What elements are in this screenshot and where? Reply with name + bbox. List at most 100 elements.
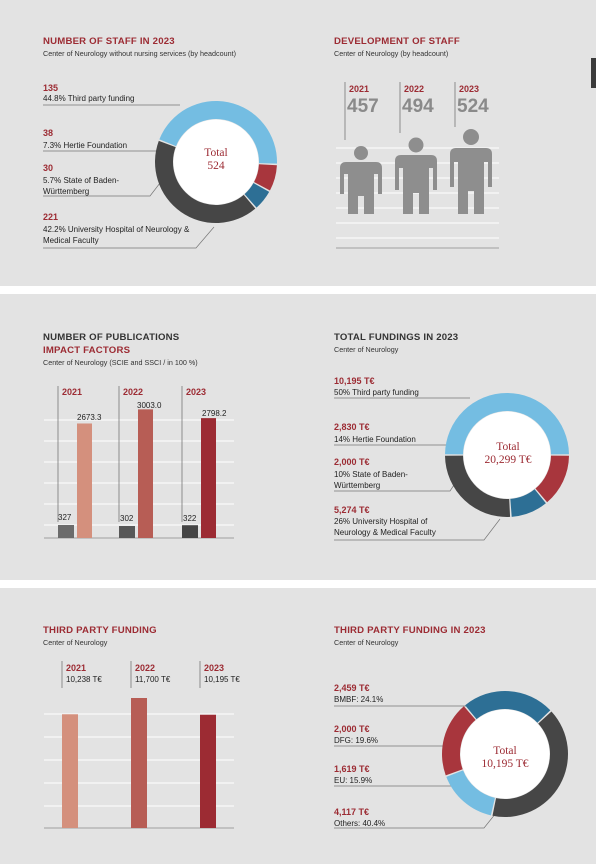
tp23-slice-1 [492,711,568,817]
tp23-total-value: 10,195 T€ [481,758,529,770]
publications-label-2021-impact: 2673.3 [77,413,102,422]
publications-title: NUMBER OF PUBLICATIONS [43,332,180,343]
fundings-donut-center: Total 20,299 T€ [468,441,548,467]
fundings-value-state: 2,000 T€ [334,457,370,467]
fundings-title: TOTAL FUNDINGS IN 2023 [334,332,459,343]
development-year-rules [344,82,456,140]
fundings-label-hertie: 14% Hertie Foundation [334,435,416,444]
third-party-year-2022: 2022 [135,663,156,673]
publications-subtitle: Center of Neurology (SCIE and SSCI / in … [43,358,198,367]
tp-bar-2022 [131,698,147,828]
staff-hole [173,119,259,205]
fundings-slice-0 [445,392,569,455]
publications-label-2023-count: 322 [183,514,197,523]
publications-bar-chart [44,386,234,539]
third-party-label-2022: 11,700 T€ [135,675,171,684]
third-party-panel: THIRD PARTY FUNDING Center of Neurology … [0,588,596,864]
development-value-2023: 524 [457,96,489,117]
staff-subtitle: Center of Neurology without nursing serv… [43,49,236,58]
fundings-donut-chart [334,392,569,541]
tp23-value-bmbf: 2,459 T€ [334,683,370,693]
third-party-bar-chart [44,661,234,829]
publications-year-2021: 2021 [62,387,83,397]
publications-title-impact: IMPACT FACTORS [43,345,131,356]
staff-label-state: 5.7% State of Baden-Württemberg [43,176,120,196]
staff-label-third-party: 44.8% Third party funding [43,94,135,103]
staff-title: NUMBER OF STAFF IN 2023 [43,36,175,47]
fundings-total-value: 20,299 T€ [484,454,532,466]
publications-year-2022: 2022 [123,387,144,397]
tp23-label-others: Others: 40.4% [334,819,386,828]
tp23-label-bmbf: BMBF: 24.1% [334,695,384,704]
tp-bar-2021 [62,714,78,828]
publications-label-2023-impact: 2798.2 [202,409,227,418]
tp23-total-label: Total [493,745,517,757]
publications-year-2023: 2023 [186,387,207,397]
fundings-subtitle: Center of Neurology [334,345,399,354]
fundings-label-university: 26% University Hospital of Neurology & M… [334,517,436,537]
tp23-slice-3 [442,706,476,776]
tp23-slice-0 [465,691,551,723]
development-subtitle: Center of Neurology (by headcount) [334,49,449,58]
staff-panel: NUMBER OF STAFF IN 2023 Center of Neurol… [0,0,596,286]
publications-label-2021-count: 327 [58,513,72,522]
development-title: DEVELOPMENT OF STAFF [334,36,460,47]
pub-bar-impact-2022 [138,409,153,538]
pub-bar-impact-2021 [77,423,92,538]
fundings-total-label: Total [496,441,520,453]
tp-bar-2023 [200,714,216,828]
fundings-value-hertie: 2,830 T€ [334,422,370,432]
development-value-2022: 494 [402,96,434,117]
staff-leader-lines [43,104,215,249]
staff-slice-2 [244,183,270,208]
development-figures [336,82,499,249]
fundings-value-third-party: 10,195 T€ [334,376,375,386]
staff-value-state: 30 [43,163,54,173]
tp23-hole [460,709,550,799]
staff-value-university: 221 [43,212,59,222]
pub-bar-impact-2023 [201,418,216,538]
fundings-slice-2 [510,489,546,517]
staff-donut-center: Total 524 [181,147,251,173]
staff-total-label: Total [204,147,228,159]
tp23-label-eu: EU: 15.9% [334,776,373,785]
third-party-label-2021: 10,238 T€ [66,675,102,684]
staff-label-hertie: 7.3% Hertie Foundation [43,141,128,150]
staff-slice-3 [155,140,256,223]
page-edge-tab [591,58,596,88]
third-party-year-2023: 2023 [204,663,225,673]
pub-bar-count-2022 [119,525,135,538]
tp23-donut-center: Total 10,195 T€ [465,745,545,771]
staff-label-university: 42.2% University Hospital of Neurology &… [43,225,190,245]
fundings-label-state: 10% State of Baden-Württemberg [334,470,408,490]
third-party-subtitle: Center of Neurology [43,638,108,647]
third-party-2023-title: THIRD PARTY FUNDING IN 2023 [334,625,486,636]
fundings-slice-3 [445,455,511,517]
tp23-slice-2 [446,770,495,816]
publications-label-2022-impact: 3003.0 [137,401,162,410]
development-year-2022: 2022 [404,84,425,94]
fundings-slice-1 [535,455,569,503]
development-year-2021: 2021 [349,84,370,94]
person-figure-2021 [340,146,382,214]
person-figure-2022 [395,137,437,214]
third-party-label-2023: 10,195 T€ [204,675,240,684]
publications-fundings-panel: NUMBER OF PUBLICATIONS IMPACT FACTORS Ce… [0,294,596,580]
tp23-value-dfg: 2,000 T€ [334,724,370,734]
staff-slice-0 [159,101,277,164]
tp23-value-eu: 1,619 T€ [334,764,370,774]
staff-value-third-party: 135 [43,83,59,93]
development-value-2021: 457 [347,96,379,117]
publications-label-2022-count: 302 [120,514,134,523]
fundings-hole [463,411,551,499]
development-year-2023: 2023 [459,84,480,94]
staff-total-value: 524 [207,160,225,172]
pub-bar-count-2021 [58,525,74,538]
fundings-value-university: 5,274 T€ [334,505,370,515]
person-figure-2023 [450,129,492,214]
tp23-value-others: 4,117 T€ [334,807,370,817]
fundings-label-third-party: 50% Third party funding [334,388,419,397]
staff-donut-chart [43,101,277,249]
staff-value-hertie: 38 [43,128,54,138]
third-party-year-2021: 2021 [66,663,87,673]
